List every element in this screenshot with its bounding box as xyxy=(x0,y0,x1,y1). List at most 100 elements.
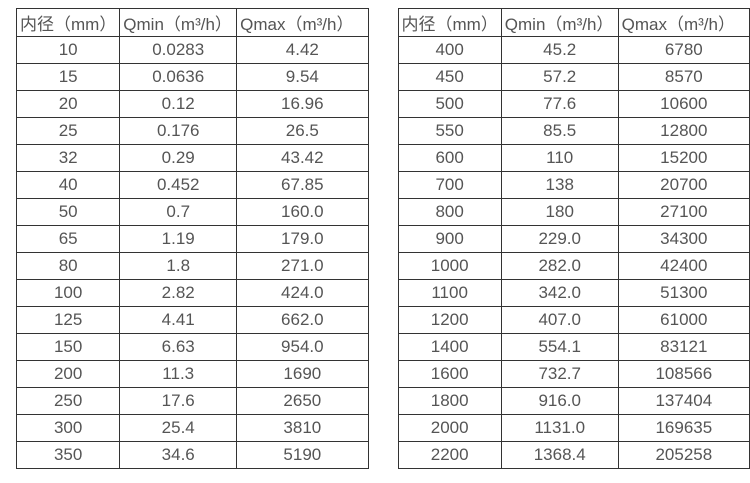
table-cell: 10600 xyxy=(617,90,750,118)
table-row: 25 0.176 26.5 xyxy=(15,117,369,145)
table-cell: 12800 xyxy=(617,117,750,145)
table-row: 800 180 27100 xyxy=(397,198,750,226)
table-row: 1100 342.0 51300 xyxy=(397,279,750,307)
table-cell: 6.63 xyxy=(119,333,238,361)
table-cell: 3810 xyxy=(236,414,369,442)
table-cell: 0.176 xyxy=(119,117,238,145)
table-cell: 500 xyxy=(397,90,502,118)
table-row: 300 25.4 3810 xyxy=(15,414,369,442)
table-cell: 1600 xyxy=(397,360,502,388)
table-row: 100 2.82 424.0 xyxy=(15,279,369,307)
table-row: 600 110 15200 xyxy=(397,144,750,172)
table-row: 1400 554.1 83121 xyxy=(397,333,750,361)
table-cell: 732.7 xyxy=(500,360,619,388)
table-cell: 15 xyxy=(15,63,121,91)
table-cell: 65 xyxy=(15,225,121,253)
table-row: 65 1.19 179.0 xyxy=(15,225,369,253)
table-cell: 137404 xyxy=(617,387,750,415)
table-row: 1000 282.0 42400 xyxy=(397,252,750,280)
table-cell: 300 xyxy=(15,414,121,442)
table-cell: 138 xyxy=(500,171,619,199)
table-cell: 229.0 xyxy=(500,225,619,253)
flow-table-small-diameters: 内径（mm） Qmin（m³/h） Qmax（m³/h） 10 0.0283 4.42 15… xyxy=(15,8,369,469)
table-cell: 916.0 xyxy=(500,387,619,415)
table-cell: 179.0 xyxy=(236,225,369,253)
table-row: 1200 407.0 61000 xyxy=(397,306,750,334)
column-header: 内径（mm） xyxy=(15,8,121,37)
table-row: 125 4.41 662.0 xyxy=(15,306,369,334)
table-cell: 25 xyxy=(15,117,121,145)
table-cell: 160.0 xyxy=(236,198,369,226)
table-cell: 1.19 xyxy=(119,225,238,253)
header-row: 内径（mm） Qmin（m³/h） Qmax（m³/h） xyxy=(15,8,369,37)
table-cell: 1000 xyxy=(397,252,502,280)
table-row: 200 11.3 1690 xyxy=(15,360,369,388)
table-cell: 11.3 xyxy=(119,360,238,388)
column-header: 内径（mm） xyxy=(397,8,502,37)
table-row: 20 0.12 16.96 xyxy=(15,90,369,118)
table-cell: 200 xyxy=(15,360,121,388)
table-row: 450 57.2 8570 xyxy=(397,63,750,91)
table-cell: 34300 xyxy=(617,225,750,253)
table-cell: 80 xyxy=(15,252,121,280)
table-cell: 43.42 xyxy=(236,144,369,172)
table-cell: 2200 xyxy=(397,441,502,469)
table-cell: 282.0 xyxy=(500,252,619,280)
table-cell: 26.5 xyxy=(236,117,369,145)
table-cell: 0.452 xyxy=(119,171,238,199)
table-cell: 0.0636 xyxy=(119,63,238,91)
table-cell: 16.96 xyxy=(236,90,369,118)
table-cell: 1800 xyxy=(397,387,502,415)
flow-rate-spec-page: 内径（mm） Qmin（m³/h） Qmax（m³/h） 10 0.0283 4.42 15… xyxy=(15,8,750,469)
header-row: 内径（mm） Qmin（m³/h） Qmax（m³/h） xyxy=(397,8,750,37)
table-cell: 85.5 xyxy=(500,117,619,145)
table-cell: 424.0 xyxy=(236,279,369,307)
table-cell: 0.7 xyxy=(119,198,238,226)
table-cell: 8570 xyxy=(617,63,750,91)
table-cell: 15200 xyxy=(617,144,750,172)
table-cell: 5190 xyxy=(236,441,369,469)
table-cell: 20700 xyxy=(617,171,750,199)
flow-table-large-diameters: 内径（mm） Qmin（m³/h） Qmax（m³/h） 400 45.2 6780 450… xyxy=(397,8,750,469)
table-cell: 34.6 xyxy=(119,441,238,469)
column-header: Qmax（m³/h） xyxy=(236,8,369,37)
table-row: 350 34.6 5190 xyxy=(15,441,369,469)
table-row: 32 0.29 43.42 xyxy=(15,144,369,172)
table-cell: 25.4 xyxy=(119,414,238,442)
table-cell: 205258 xyxy=(617,441,750,469)
table-cell: 169635 xyxy=(617,414,750,442)
table-cell: 110 xyxy=(500,144,619,172)
table-cell: 180 xyxy=(500,198,619,226)
table-cell: 40 xyxy=(15,171,121,199)
table-cell: 0.0283 xyxy=(119,36,238,64)
table-row: 400 45.2 6780 xyxy=(397,36,750,64)
table-cell: 800 xyxy=(397,198,502,226)
table-cell: 1100 xyxy=(397,279,502,307)
table-cell: 4.42 xyxy=(236,36,369,64)
table-cell: 108566 xyxy=(617,360,750,388)
table-row: 50 0.7 160.0 xyxy=(15,198,369,226)
table-cell: 342.0 xyxy=(500,279,619,307)
table-cell: 0.29 xyxy=(119,144,238,172)
table-cell: 1200 xyxy=(397,306,502,334)
table-cell: 1400 xyxy=(397,333,502,361)
table-cell: 150 xyxy=(15,333,121,361)
table-cell: 9.54 xyxy=(236,63,369,91)
table-cell: 4.41 xyxy=(119,306,238,334)
table-cell: 32 xyxy=(15,144,121,172)
table-row: 500 77.6 10600 xyxy=(397,90,750,118)
table-row: 550 85.5 12800 xyxy=(397,117,750,145)
table-cell: 662.0 xyxy=(236,306,369,334)
table-cell: 20 xyxy=(15,90,121,118)
table-cell: 42400 xyxy=(617,252,750,280)
table-cell: 2650 xyxy=(236,387,369,415)
table-cell: 2.82 xyxy=(119,279,238,307)
table-row: 900 229.0 34300 xyxy=(397,225,750,253)
table-cell: 83121 xyxy=(617,333,750,361)
table-cell: 57.2 xyxy=(500,63,619,91)
table-row: 700 138 20700 xyxy=(397,171,750,199)
table-cell: 350 xyxy=(15,441,121,469)
table-cell: 77.6 xyxy=(500,90,619,118)
table-cell: 2000 xyxy=(397,414,502,442)
table-cell: 1131.0 xyxy=(500,414,619,442)
